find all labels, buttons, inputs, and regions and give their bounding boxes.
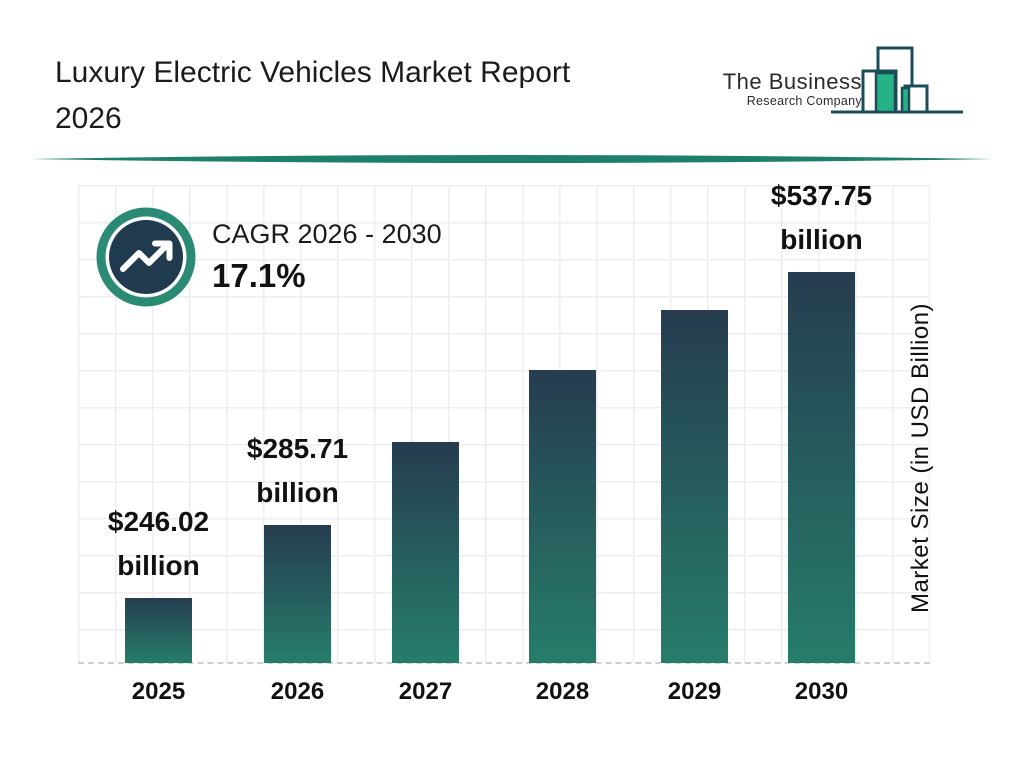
bar-value-unit: billion xyxy=(780,224,863,255)
bar-2030 xyxy=(788,272,855,663)
x-axis-baseline xyxy=(78,662,930,664)
logo-skyline-icon xyxy=(831,46,963,114)
bar-value-label-2030: $537.75 billion xyxy=(727,174,917,262)
bar-2028 xyxy=(529,370,596,663)
trend-up-icon xyxy=(96,207,196,307)
page-title: Luxury Electric Vehicles Market Report 2… xyxy=(55,50,735,142)
header-divider xyxy=(30,155,994,163)
y-axis-title: Market Size (in USD Billion) xyxy=(907,302,934,614)
logo-text: The Business Research Company xyxy=(700,69,862,109)
logo-company-name: The Business xyxy=(722,69,862,94)
x-tick-label-2030: 2030 xyxy=(794,678,849,705)
bar-value-label-2026: $285.71 billion xyxy=(203,427,393,515)
x-tick-label-2026: 2026 xyxy=(270,678,325,705)
bar-value-label-2025: $246.02 billion xyxy=(64,500,254,588)
x-tick-label-2025: 2025 xyxy=(131,678,186,705)
bar-2027 xyxy=(392,442,459,663)
bar-value-unit: billion xyxy=(117,550,200,581)
bar-value-unit: billion xyxy=(256,477,339,508)
bar-2026 xyxy=(264,525,331,663)
x-tick-label-2029: 2029 xyxy=(667,678,722,705)
page-title-line2: 2026 xyxy=(55,102,122,135)
logo-company-subtitle: Research Company xyxy=(746,94,862,108)
cagr-label: CAGR 2026 - 2030 xyxy=(212,219,442,249)
x-tick-label-2027: 2027 xyxy=(398,678,453,705)
bar-value-amount: $285.71 xyxy=(246,433,349,464)
bar-2029 xyxy=(661,310,728,663)
x-tick-label-2028: 2028 xyxy=(535,678,590,705)
bar-2025 xyxy=(125,598,192,663)
bar-value-amount: $246.02 xyxy=(107,506,210,537)
page-title-line1: Luxury Electric Vehicles Market Report xyxy=(55,56,571,89)
bar-value-amount: $537.75 xyxy=(770,180,873,211)
cagr-value: 17.1% xyxy=(212,257,306,294)
cagr-block: CAGR 2026 - 2030 17.1% xyxy=(212,219,442,293)
